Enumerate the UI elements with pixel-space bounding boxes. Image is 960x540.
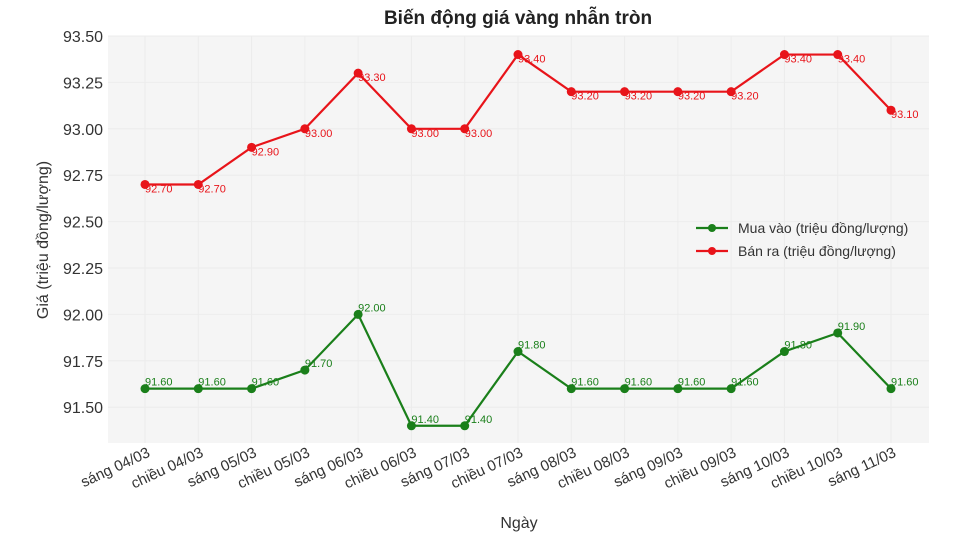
data-label: 91.60 bbox=[891, 377, 919, 389]
data-point bbox=[620, 384, 630, 394]
chart-title: Biến động giá vàng nhẫn tròn bbox=[383, 8, 653, 29]
data-point bbox=[406, 124, 416, 134]
data-point bbox=[140, 179, 150, 189]
y-tick-label: 92.00 bbox=[63, 307, 103, 324]
y-axis-label: Giá (triệu đồng/lượng) bbox=[35, 161, 52, 319]
gridlines bbox=[108, 35, 929, 443]
series-lines: 91.60 91.60 91.60 91.70 92.00 91.40 91.40 91.80… bbox=[140, 50, 919, 431]
data-label: 91.60 bbox=[625, 377, 653, 389]
data-point bbox=[247, 384, 257, 394]
data-label: 93.20 bbox=[731, 91, 759, 103]
data-label: 93.20 bbox=[678, 91, 706, 103]
legend: Mua vào (triệu đồng/lượng) Bán ra (triệu … bbox=[696, 220, 908, 259]
data-point bbox=[726, 87, 736, 97]
data-point bbox=[673, 384, 683, 394]
data-label: 91.60 bbox=[252, 377, 280, 389]
data-label: 91.90 bbox=[838, 321, 866, 333]
data-label: 93.20 bbox=[625, 91, 653, 103]
data-point bbox=[140, 384, 150, 394]
data-point bbox=[886, 384, 896, 394]
data-label: 91.60 bbox=[678, 377, 706, 389]
y-tick-label: 93.25 bbox=[63, 75, 103, 92]
data-point bbox=[406, 421, 416, 431]
data-point bbox=[300, 365, 310, 375]
data-point bbox=[353, 309, 363, 319]
legend-marker-icon bbox=[708, 224, 716, 232]
data-point bbox=[513, 347, 523, 357]
data-label: 91.60 bbox=[731, 377, 759, 389]
data-label: 91.60 bbox=[145, 377, 173, 389]
y-axis-ticks: 93.50 93.25 93.00 92.75 92.50 92.25 92.00 91.75… bbox=[63, 29, 103, 417]
data-point bbox=[886, 105, 896, 115]
legend-label: Mua vào (triệu đồng/lượng) bbox=[738, 220, 908, 236]
data-point bbox=[566, 384, 576, 394]
data-label: 91.40 bbox=[411, 414, 439, 426]
x-axis-label: Ngày bbox=[500, 515, 537, 532]
data-label: 93.00 bbox=[465, 128, 493, 140]
data-label: 93.40 bbox=[838, 54, 866, 66]
data-label: 92.90 bbox=[252, 146, 280, 158]
data-label: 93.40 bbox=[518, 54, 546, 66]
data-label: 92.70 bbox=[145, 183, 173, 195]
y-tick-label: 93.00 bbox=[63, 122, 103, 139]
data-label: 92.70 bbox=[198, 183, 226, 195]
data-point bbox=[779, 347, 789, 357]
data-label: 91.60 bbox=[198, 377, 226, 389]
legend-marker-icon bbox=[708, 247, 716, 255]
data-point bbox=[779, 50, 789, 60]
data-label: 91.40 bbox=[465, 414, 493, 426]
data-point bbox=[566, 87, 576, 97]
y-tick-label: 91.75 bbox=[63, 354, 103, 371]
y-tick-label: 92.75 bbox=[63, 168, 103, 185]
data-point bbox=[620, 87, 630, 97]
data-label: 93.20 bbox=[571, 91, 599, 103]
y-tick-label: 91.50 bbox=[63, 400, 103, 417]
data-point bbox=[673, 87, 683, 97]
data-point bbox=[460, 124, 470, 134]
data-point bbox=[833, 50, 843, 60]
data-point bbox=[193, 384, 203, 394]
data-label: 91.80 bbox=[518, 340, 546, 352]
legend-label: Bán ra (triệu đồng/lượng) bbox=[738, 243, 896, 259]
data-label: 92.00 bbox=[358, 302, 386, 314]
y-tick-label: 93.50 bbox=[63, 29, 103, 46]
data-label: 93.40 bbox=[784, 54, 812, 66]
data-label: 93.10 bbox=[891, 109, 919, 121]
data-point bbox=[513, 50, 523, 60]
data-label: 93.00 bbox=[411, 128, 439, 140]
data-point bbox=[193, 179, 203, 189]
data-point bbox=[353, 68, 363, 78]
data-point bbox=[300, 124, 310, 134]
data-point bbox=[247, 142, 257, 152]
data-point bbox=[726, 384, 736, 394]
data-point bbox=[460, 421, 470, 431]
data-label: 93.00 bbox=[305, 128, 333, 140]
data-label: 91.70 bbox=[305, 358, 333, 370]
data-point bbox=[833, 328, 843, 338]
data-label: 91.60 bbox=[571, 377, 599, 389]
data-label: 93.30 bbox=[358, 72, 386, 84]
data-label: 91.80 bbox=[784, 340, 812, 352]
y-tick-label: 92.50 bbox=[63, 215, 103, 232]
y-tick-label: 92.25 bbox=[63, 261, 103, 278]
